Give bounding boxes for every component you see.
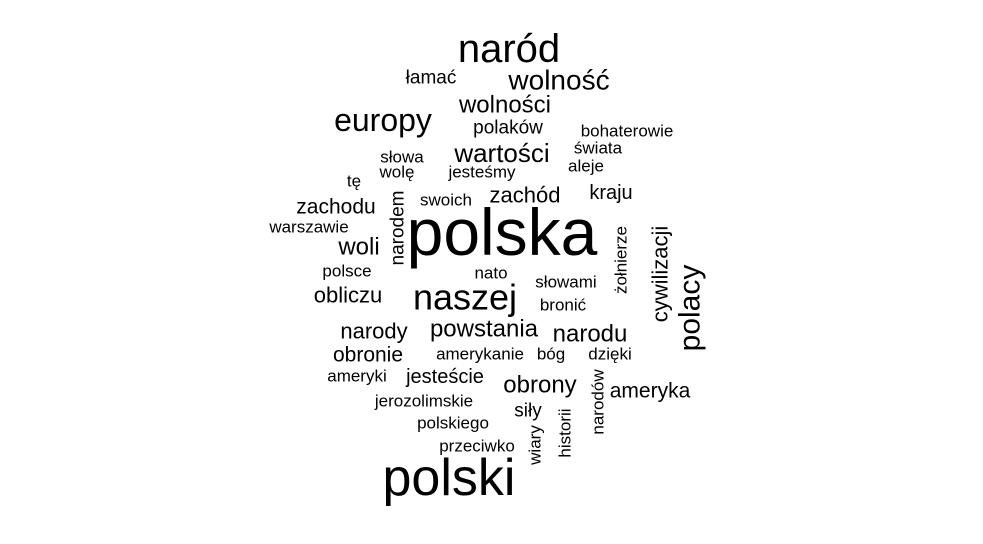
- word-46: przeciwko: [439, 437, 515, 456]
- word-30: słowa: [380, 148, 424, 167]
- word-1: polski: [383, 449, 516, 507]
- word-37: nato: [474, 264, 507, 283]
- word-15: cywilizacji: [648, 226, 673, 323]
- word-6: polacy: [674, 265, 707, 352]
- word-33: tę: [347, 172, 361, 191]
- word-47: wiary: [526, 425, 545, 466]
- word-25: siły: [514, 401, 542, 422]
- word-14: narody: [340, 319, 407, 344]
- word-4: europy: [334, 102, 432, 138]
- word-18: obronie: [333, 344, 403, 367]
- word-36: polsce: [322, 262, 371, 281]
- word-31: wolę: [379, 163, 415, 182]
- word-23: narodem: [388, 191, 409, 266]
- word-48: historii: [556, 408, 575, 457]
- word-43: ameryki: [327, 367, 387, 386]
- word-35: warszawie: [268, 218, 348, 237]
- word-10: narodu: [553, 321, 628, 348]
- word-38: bronić: [540, 296, 587, 315]
- word-2: naród: [458, 27, 560, 71]
- word-27: bohaterowie: [581, 122, 674, 141]
- word-11: obrony: [503, 372, 576, 399]
- word-8: wolności: [458, 92, 551, 119]
- word-21: kraju: [589, 182, 632, 204]
- word-39: żołnierze: [612, 226, 631, 294]
- word-19: ameryka: [610, 380, 691, 403]
- word-5: wolność: [507, 65, 609, 96]
- word-7: wartości: [453, 138, 549, 168]
- word-32: jesteśmy: [447, 163, 516, 182]
- word-12: woli: [337, 234, 379, 261]
- word-16: zachód: [490, 183, 561, 208]
- word-28: świata: [574, 139, 623, 158]
- word-0: polska: [407, 195, 598, 269]
- word-9: powstania: [430, 316, 539, 343]
- word-3: naszej: [413, 277, 517, 318]
- word-42: dzięki: [588, 345, 631, 364]
- word-45: polskiego: [417, 414, 489, 433]
- word-41: bóg: [537, 345, 565, 364]
- word-22: polaków: [473, 118, 543, 139]
- word-26: słowami: [535, 273, 596, 292]
- word-34: swoich: [420, 191, 472, 210]
- word-29: aleje: [568, 157, 604, 176]
- word-13: obliczu: [314, 283, 382, 308]
- word-44: jerozolimskie: [374, 392, 473, 411]
- word-20: jesteście: [405, 366, 484, 388]
- word-24: łamać: [406, 68, 457, 89]
- word-17: zachodu: [296, 196, 375, 219]
- word-40: amerykanie: [436, 345, 524, 364]
- word-49: narodów: [589, 369, 608, 435]
